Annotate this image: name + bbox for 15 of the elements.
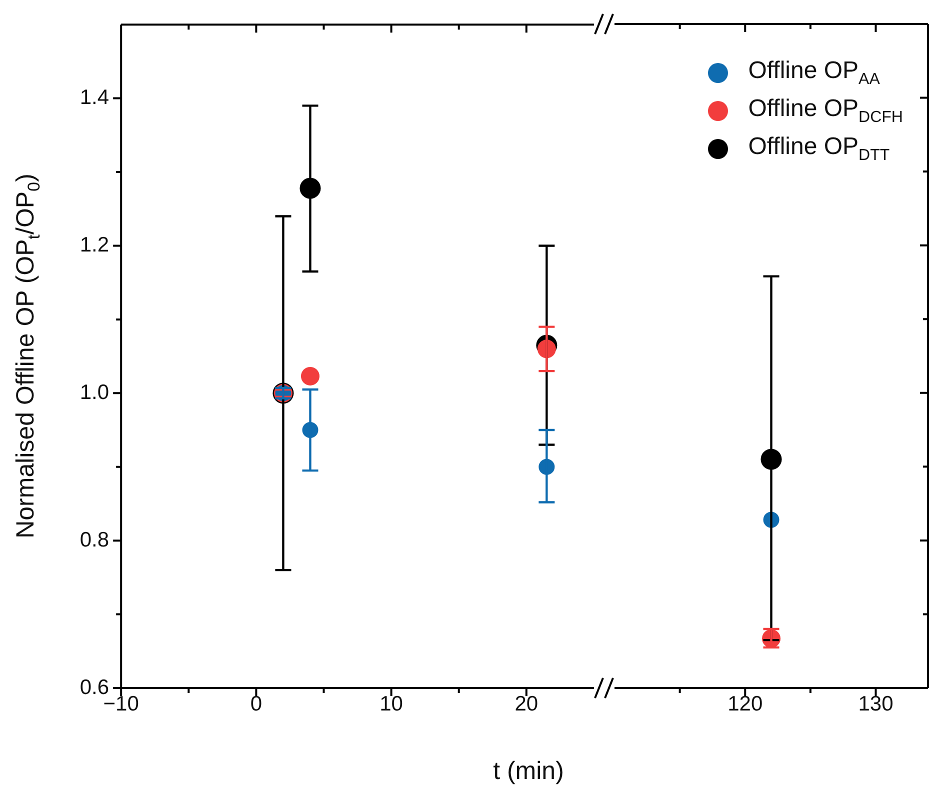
x-tick-label: 120 <box>728 692 764 716</box>
y-tick-label: 0.8 <box>80 528 110 552</box>
x-axis-title: t (min) <box>493 757 564 786</box>
legend-label: Offline OP$_{DCFH}$ <box>748 95 903 127</box>
legend-label: Offline OP$_{AA}$ <box>748 57 880 89</box>
y-tick-label: 1.2 <box>80 234 110 257</box>
x-tick-label: 10 <box>380 692 403 716</box>
x-tick-label: 130 <box>858 692 894 716</box>
y-tick-label: 1.4 <box>80 86 110 110</box>
x-tick-label: 0 <box>250 692 262 716</box>
legend-label: Offline OP$_{DTT}$ <box>748 133 890 165</box>
y-tick-label: 0.6 <box>80 676 110 699</box>
point <box>300 366 320 386</box>
x-tick-label: 20 <box>514 692 538 716</box>
y-tick-label: 1.0 <box>80 380 110 404</box>
